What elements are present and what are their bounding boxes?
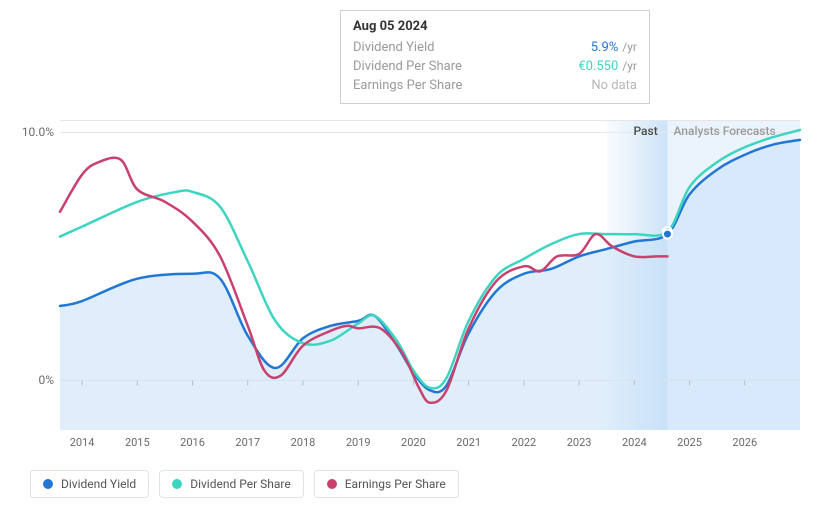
- legend-dot-icon: [172, 479, 182, 489]
- legend-dot-icon: [43, 479, 53, 489]
- x-tick-label: 2015: [125, 436, 150, 449]
- legend-item[interactable]: Dividend Per Share: [159, 470, 304, 498]
- chart-tooltip: Aug 05 2024 Dividend Yield5.9%/yrDividen…: [340, 10, 650, 104]
- x-tick-label: 2026: [732, 436, 757, 449]
- x-tick-label: 2020: [401, 436, 426, 449]
- x-tick-label: 2025: [677, 436, 702, 449]
- tooltip-row-label: Dividend Yield: [353, 40, 434, 55]
- tooltip-row-value: No data: [591, 78, 637, 93]
- legend-item[interactable]: Dividend Yield: [30, 470, 149, 498]
- tooltip-row-value: €0.550/yr: [578, 59, 637, 74]
- x-tick-label: 2022: [512, 436, 537, 449]
- x-tick-label: 2021: [456, 436, 481, 449]
- dividend-chart: Aug 05 2024 Dividend Yield5.9%/yrDividen…: [10, 10, 811, 498]
- x-tick-label: 2023: [567, 436, 592, 449]
- tooltip-row: Dividend Per Share €0.550/yr: [353, 57, 637, 76]
- legend: Dividend Yield Dividend Per Share Earnings…: [30, 470, 469, 498]
- x-tick-label: 2018: [291, 436, 316, 449]
- tooltip-row-label: Dividend Per Share: [353, 59, 462, 74]
- x-tick-label: 2019: [346, 436, 371, 449]
- y-tick-label: 0%: [38, 373, 54, 387]
- y-tick-label: 10.0%: [22, 125, 54, 139]
- legend-label: Dividend Yield: [61, 477, 136, 491]
- tooltip-row: Dividend Yield 5.9%/yr: [353, 38, 637, 57]
- tooltip-row-value: 5.9%/yr: [591, 40, 637, 55]
- tooltip-date: Aug 05 2024: [353, 19, 637, 34]
- x-tick-label: 2016: [180, 436, 205, 449]
- tooltip-row-label: Earnings Per Share: [353, 78, 462, 93]
- tooltip-row: Earnings Per Share No data: [353, 76, 637, 95]
- x-axis: 2014 2015 2016 2017 2018 2019 2020 2021 2022 2023…: [60, 430, 800, 450]
- past-region-label: Past: [633, 124, 657, 138]
- x-tick-label: 2024: [622, 436, 647, 449]
- x-tick-label: 2017: [235, 436, 260, 449]
- plot-area: 2014201520162017201820192020202120222023…: [60, 120, 800, 430]
- forecast-region-label: Analysts Forecasts: [673, 124, 775, 138]
- legend-label: Dividend Per Share: [190, 477, 291, 491]
- legend-item[interactable]: Earnings Per Share: [314, 470, 459, 498]
- legend-dot-icon: [327, 479, 337, 489]
- x-tick-label: 2014: [70, 436, 95, 449]
- legend-label: Earnings Per Share: [345, 477, 446, 491]
